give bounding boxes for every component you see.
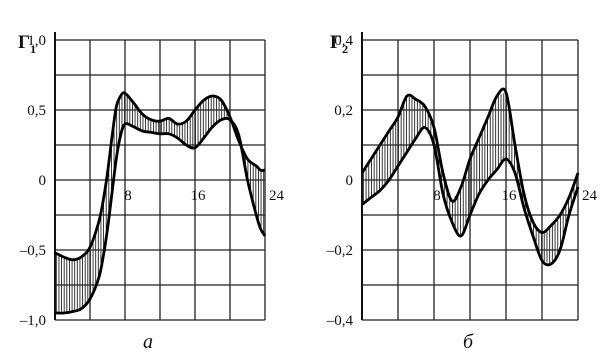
chart-b-ytick-label: 0 (346, 173, 354, 189)
chart-b-caption: б (463, 331, 474, 353)
chart-a-ytick-label: 0,5 (27, 103, 46, 119)
chart-a-xtick-label: 8 (124, 188, 132, 204)
chart-b-ylabel: Г2 (330, 32, 348, 56)
chart-b-ytick-label: 0,2 (334, 103, 353, 119)
chart-a-ytick-label: 0 (39, 173, 47, 189)
chart-b-xtick-label: 24 (582, 188, 598, 204)
chart-b-series (360, 87, 580, 267)
chart-a-xtick-label: 24 (269, 188, 285, 204)
chart-b-ytick-label: –0,4 (326, 313, 354, 329)
chart-a-series-line-2 (54, 116, 267, 315)
chart-b-labels: Г2 б 0,4 0,2 0 –0,2 –0,4 8 16 24 (326, 32, 598, 353)
chart-b-ytick-label: –0,2 (326, 243, 353, 259)
chart-a-ylabel: Г1 (18, 32, 36, 56)
chart-a: Г1 а 1,0 0,5 0 –0,5 –1,0 8 16 24 (18, 32, 285, 353)
chart-a-ytick-label: 1,0 (27, 33, 46, 49)
chart-b-xtick-label: 16 (502, 188, 518, 204)
chart-a-labels: Г1 а 1,0 0,5 0 –0,5 –1,0 8 16 24 (18, 32, 285, 353)
chart-a-series (54, 91, 267, 315)
chart-a-xtick-label: 16 (191, 188, 207, 204)
chart-b-xtick-label: 8 (433, 188, 441, 204)
chart-a-ytick-label: –1,0 (19, 313, 46, 329)
chart-b: Г2 б 0,4 0,2 0 –0,2 –0,4 8 16 24 (326, 32, 598, 353)
chart-a-grid (54, 32, 266, 321)
chart-b-ytick-label: 0,4 (334, 33, 353, 49)
chart-a-ytick-label: –0,5 (19, 243, 46, 259)
chart-a-caption: а (143, 331, 153, 353)
chart-b-series-line-2 (361, 126, 580, 267)
chart-b-grid (361, 32, 579, 321)
chart-b-series-line-1 (360, 87, 580, 234)
